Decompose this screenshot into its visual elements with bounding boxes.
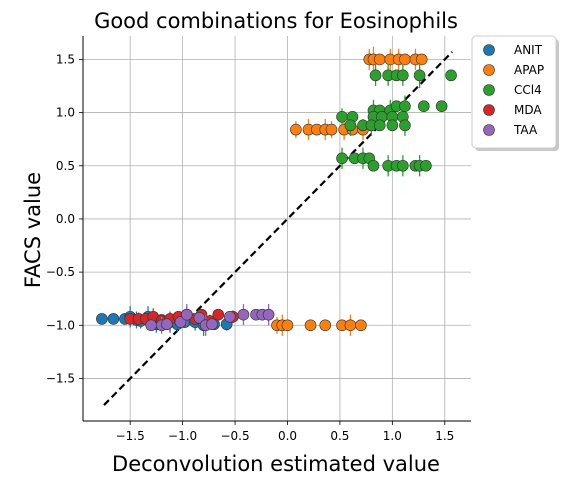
data-point bbox=[336, 152, 348, 165]
data-point bbox=[304, 319, 317, 332]
data-point bbox=[336, 111, 348, 123]
y-tick-label: −1.0 bbox=[46, 318, 75, 332]
x-tick-label: 1.0 bbox=[383, 429, 402, 443]
data-point bbox=[325, 123, 338, 136]
y-tick-label: 0.5 bbox=[56, 159, 75, 173]
data-point bbox=[319, 319, 332, 332]
x-tick-label: −1.5 bbox=[116, 429, 145, 443]
y-tick-label: −1.5 bbox=[46, 371, 75, 385]
data-point bbox=[399, 119, 411, 132]
legend: ANIT APAP CCl4 MDA TAA bbox=[471, 35, 559, 151]
series-taa bbox=[145, 304, 275, 336]
x-tick-label: 0.0 bbox=[278, 429, 297, 443]
legend-label: MDA bbox=[514, 103, 542, 117]
data-point bbox=[445, 69, 457, 82]
legend-label: CCl4 bbox=[514, 83, 542, 97]
data-point bbox=[367, 159, 380, 172]
legend-marker bbox=[483, 84, 495, 96]
data-point bbox=[281, 319, 294, 332]
data-point bbox=[373, 119, 386, 132]
y-tick-label: 1.5 bbox=[56, 52, 75, 66]
data-point bbox=[355, 319, 367, 332]
legend-marker bbox=[483, 124, 495, 136]
data-points bbox=[96, 46, 457, 336]
data-point bbox=[290, 123, 302, 136]
chart-title: Good combinations for Eosinophils bbox=[94, 9, 458, 33]
data-point bbox=[435, 100, 448, 112]
x-tick-label: 1.5 bbox=[435, 429, 454, 443]
data-point bbox=[145, 319, 157, 332]
data-point bbox=[107, 313, 120, 325]
series-ccl4 bbox=[336, 62, 457, 177]
data-point bbox=[386, 119, 399, 132]
x-tick-label: −0.5 bbox=[220, 429, 249, 443]
y-axis-label: FACS value bbox=[21, 172, 45, 288]
legend-marker bbox=[483, 64, 495, 76]
data-point bbox=[237, 308, 250, 321]
legend-label: APAP bbox=[514, 63, 544, 77]
legend-marker bbox=[483, 44, 495, 56]
tick-labels: −1.5 −1.0 −0.5 0.0 0.5 1.0 1.5 −1.5 −1.0 −0.5 0.0 0… bbox=[46, 52, 454, 443]
data-point bbox=[262, 308, 275, 321]
data-point bbox=[399, 100, 411, 112]
legend-marker bbox=[483, 104, 495, 116]
data-point bbox=[181, 308, 193, 321]
data-point bbox=[161, 318, 173, 331]
data-point bbox=[420, 159, 432, 172]
data-point bbox=[212, 308, 225, 321]
data-point bbox=[415, 53, 428, 66]
data-point bbox=[397, 159, 409, 172]
data-point bbox=[373, 53, 386, 66]
data-point bbox=[418, 100, 430, 112]
x-axis-label: Deconvolution estimated value bbox=[112, 452, 440, 476]
axes bbox=[79, 36, 471, 425]
legend-label: TAA bbox=[513, 123, 538, 137]
data-point bbox=[397, 69, 409, 82]
y-tick-label: 1.0 bbox=[56, 106, 75, 120]
data-point bbox=[399, 53, 411, 66]
data-point bbox=[413, 69, 426, 82]
data-point bbox=[369, 69, 382, 82]
data-point bbox=[174, 316, 187, 328]
y-tick-label: 0.0 bbox=[56, 212, 75, 226]
legend-box bbox=[471, 35, 557, 149]
data-point bbox=[224, 310, 236, 323]
y-tick-label: −0.5 bbox=[46, 265, 75, 279]
x-tick-label: 0.5 bbox=[330, 429, 349, 443]
legend-label: ANIT bbox=[514, 43, 543, 57]
data-point bbox=[344, 119, 357, 132]
data-point bbox=[96, 313, 108, 325]
series-apap bbox=[271, 46, 428, 336]
data-point bbox=[344, 319, 357, 332]
data-point bbox=[206, 318, 218, 331]
x-tick-label: −1.0 bbox=[168, 429, 197, 443]
data-point bbox=[193, 312, 206, 324]
